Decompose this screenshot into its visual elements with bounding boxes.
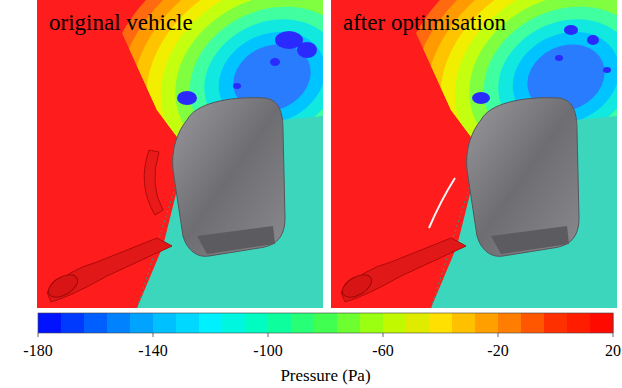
colorbar-cell xyxy=(130,313,154,333)
colorbar-cell xyxy=(107,313,131,333)
mirror-base xyxy=(491,226,569,254)
colorbar-tick xyxy=(38,333,39,337)
colorbar-cell xyxy=(245,313,269,333)
mirror-base xyxy=(197,226,275,254)
colorbar-cell xyxy=(199,313,223,333)
chart: original vehicleafter optimisation-180-1… xyxy=(0,0,622,388)
colorbar-cell xyxy=(268,313,292,333)
colorbar-frame xyxy=(38,313,613,333)
colorbar-cell xyxy=(452,313,476,333)
low-pressure-blob xyxy=(233,83,241,89)
arm-foot xyxy=(45,270,82,302)
panel-title: original vehicle xyxy=(49,10,193,35)
low-pressure-blob xyxy=(555,55,563,61)
colorbar-cell xyxy=(429,313,453,333)
colorbar-tick-label: -60 xyxy=(372,342,393,359)
low-pressure-blob xyxy=(603,67,611,73)
field xyxy=(37,0,323,308)
colorbar-cell xyxy=(314,313,338,333)
colorbar-cell xyxy=(498,313,522,333)
colorbar-cell xyxy=(176,313,200,333)
panel: after optimisation xyxy=(331,0,622,308)
mirror-arm xyxy=(45,150,172,302)
colorbar-cell xyxy=(406,313,430,333)
arm-edge xyxy=(144,150,163,215)
figure: original vehicleafter optimisation-180-1… xyxy=(0,0,622,388)
colorbar-tick xyxy=(613,333,614,337)
colorbar-cell xyxy=(84,313,108,333)
colorbar-cell xyxy=(567,313,591,333)
colorbar-cell xyxy=(222,313,246,333)
colorbar-tick-label: -20 xyxy=(487,342,508,359)
colorbar-cell xyxy=(38,313,62,333)
colorbar-cell xyxy=(475,313,499,333)
mirror xyxy=(467,98,579,257)
colorbar-tick-label: 20 xyxy=(605,342,621,359)
colorbar-cell xyxy=(544,313,568,333)
colorbar-tick-label: -100 xyxy=(253,342,282,359)
colorbar-cell xyxy=(590,313,614,333)
low-pressure-blob xyxy=(297,42,317,58)
colorbar-cell xyxy=(383,313,407,333)
low-pressure-blob xyxy=(587,35,599,45)
colorbar: -180 -140 -100 -60 -20 20 Pressure (Pa) xyxy=(23,313,621,385)
colorbar-tick xyxy=(153,333,154,337)
colorbar-tick xyxy=(383,333,384,337)
low-pressure-blob xyxy=(270,58,280,66)
colorbar-tick-label: -140 xyxy=(138,342,167,359)
colorbar-cell xyxy=(291,313,315,333)
panel-title: after optimisation xyxy=(343,10,506,35)
field xyxy=(331,0,617,308)
mirror-arm xyxy=(339,178,466,302)
colorbar-cell xyxy=(360,313,384,333)
low-pressure-blob xyxy=(472,92,490,104)
optimised-edge xyxy=(429,178,455,228)
colorbar-label: Pressure (Pa) xyxy=(280,366,370,385)
colorbar-cell xyxy=(337,313,361,333)
low-pressure-blob xyxy=(177,91,197,105)
low-pressure-blob xyxy=(564,25,578,35)
colorbar-tick-label: -180 xyxy=(23,342,52,359)
colorbar-cell xyxy=(61,313,85,333)
colorbar-cell xyxy=(153,313,177,333)
colorbar-tick xyxy=(268,333,269,337)
arm-foot xyxy=(339,270,376,302)
colorbar-tick xyxy=(498,333,499,337)
mirror xyxy=(173,98,285,257)
colorbar-cell xyxy=(521,313,545,333)
